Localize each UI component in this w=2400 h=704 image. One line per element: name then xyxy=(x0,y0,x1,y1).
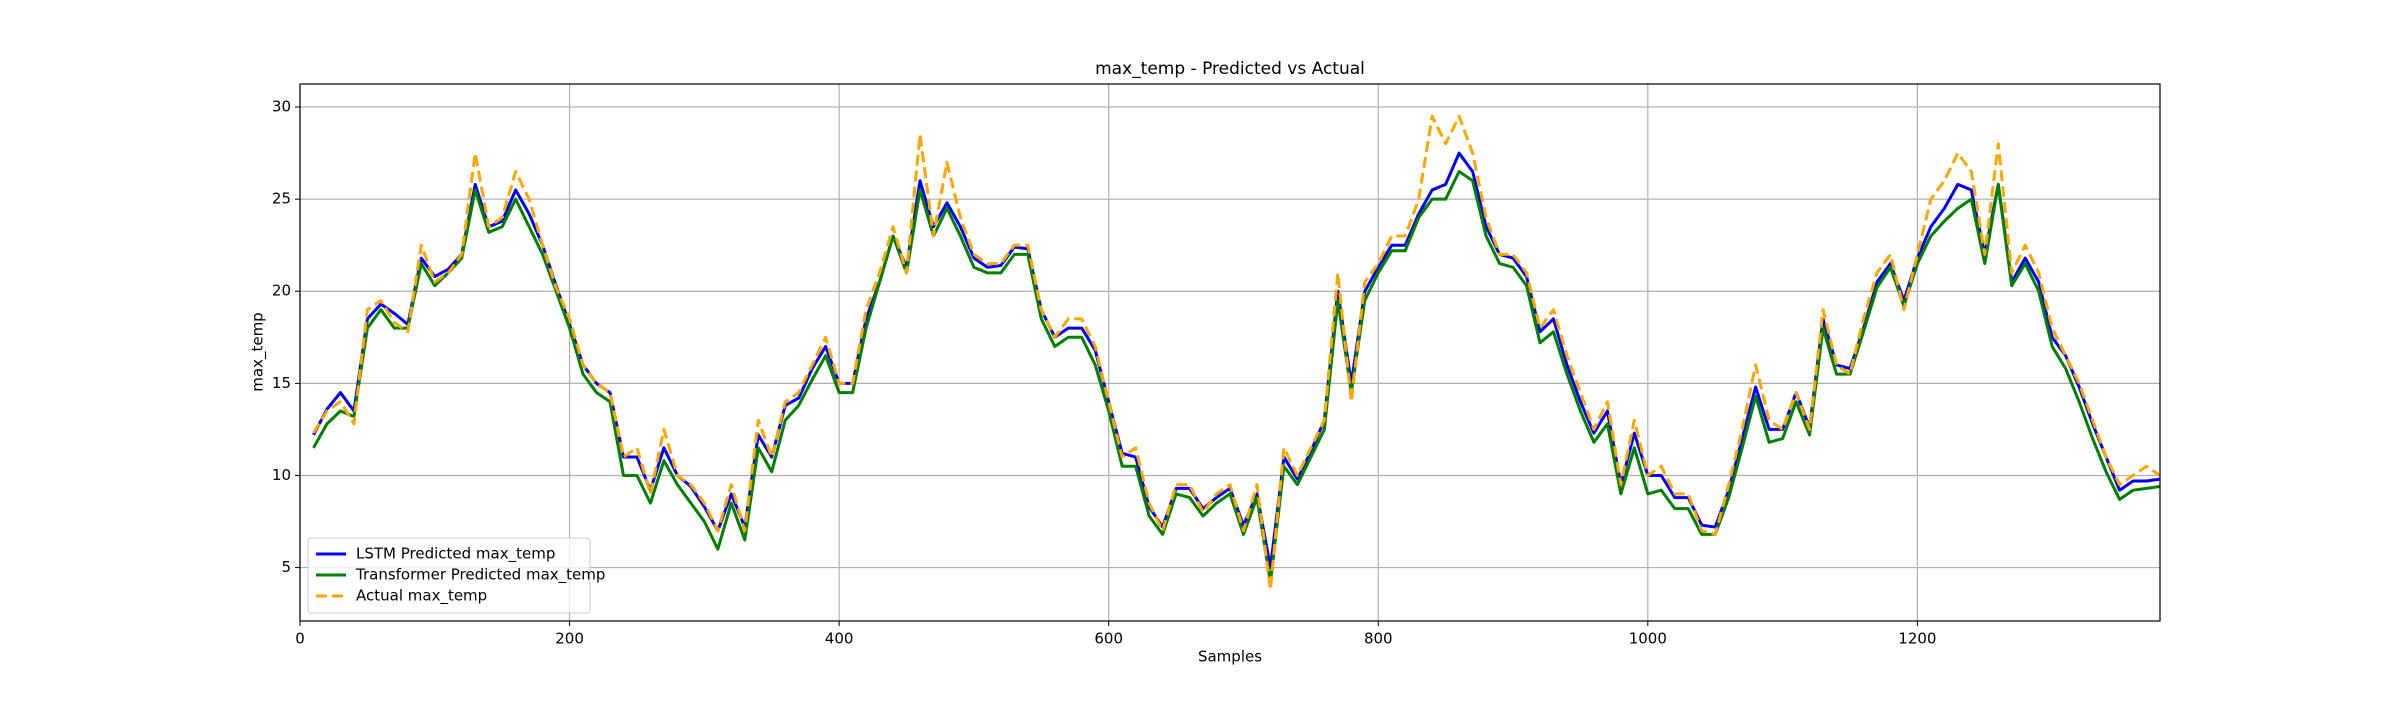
y-tick-label: 10 xyxy=(272,466,291,484)
x-tick-label: 200 xyxy=(555,630,584,648)
x-tick-label: 600 xyxy=(1094,630,1123,648)
x-tick-label: 800 xyxy=(1364,630,1393,648)
series-line xyxy=(312,114,2160,592)
y-tick-label: 30 xyxy=(272,98,291,116)
plot-frame xyxy=(299,83,2161,622)
x-tick-label: 0 xyxy=(295,630,305,648)
x-axis-label: Samples xyxy=(1198,648,1262,666)
chart-title: max_temp - Predicted vs Actual xyxy=(1095,59,1365,79)
x-tick-label: 400 xyxy=(825,630,854,648)
x-tick-label: 1200 xyxy=(1898,630,1936,648)
legend-label: Actual max_temp xyxy=(356,587,487,606)
y-tick-label: 5 xyxy=(281,558,291,576)
x-tick-label: 1000 xyxy=(1629,630,1667,648)
legend-label: Transformer Predicted max_temp xyxy=(355,566,605,585)
legend-box xyxy=(307,537,591,614)
legend-label: LSTM Predicted max_temp xyxy=(356,545,555,564)
y-tick-label: 25 xyxy=(272,190,291,208)
y-axis-label: max_temp xyxy=(249,312,268,391)
y-tick-label: 15 xyxy=(272,374,291,392)
y-tick-label: 20 xyxy=(272,282,291,300)
